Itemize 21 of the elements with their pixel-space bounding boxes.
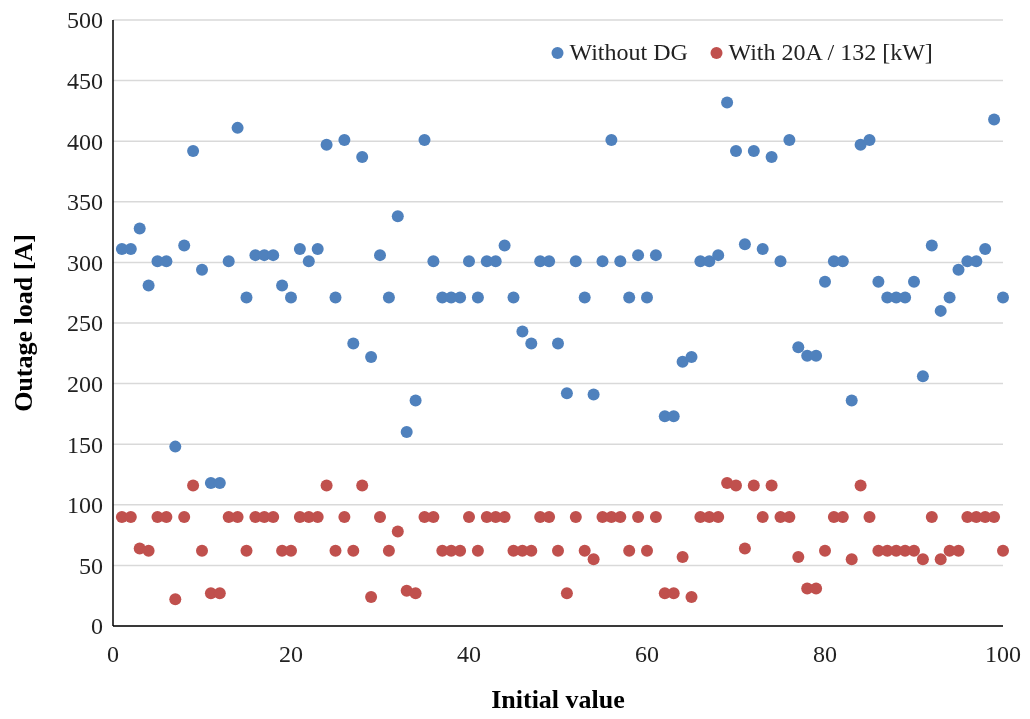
x-tick-label: 0 (107, 641, 119, 667)
y-tick-label: 150 (67, 431, 103, 458)
legend-label: Without DG (569, 39, 688, 65)
legend-label: With 20A / 132 [kW] (728, 39, 933, 65)
x-tick-label: 40 (457, 641, 481, 667)
x-axis-title: Initial value (491, 685, 625, 714)
y-tick-label: 0 (91, 613, 103, 640)
y-tick-label: 100 (67, 492, 103, 519)
x-tick-label: 60 (635, 641, 659, 667)
x-tick-label: 80 (813, 641, 837, 667)
x-tick-label: 20 (279, 641, 303, 667)
y-tick-label: 50 (79, 552, 103, 579)
y-tick-label: 200 (67, 371, 103, 397)
y-tick-label: 450 (67, 68, 103, 94)
y-tick-label: 350 (67, 189, 103, 216)
y-tick-label: 250 (67, 310, 103, 337)
y-tick-label: 300 (67, 249, 103, 276)
y-tick-label: 500 (67, 7, 103, 34)
x-tick-label: 100 (985, 641, 1021, 667)
y-tick-label: 400 (67, 128, 103, 155)
y-axis-title: Outage load [A] (9, 234, 38, 412)
